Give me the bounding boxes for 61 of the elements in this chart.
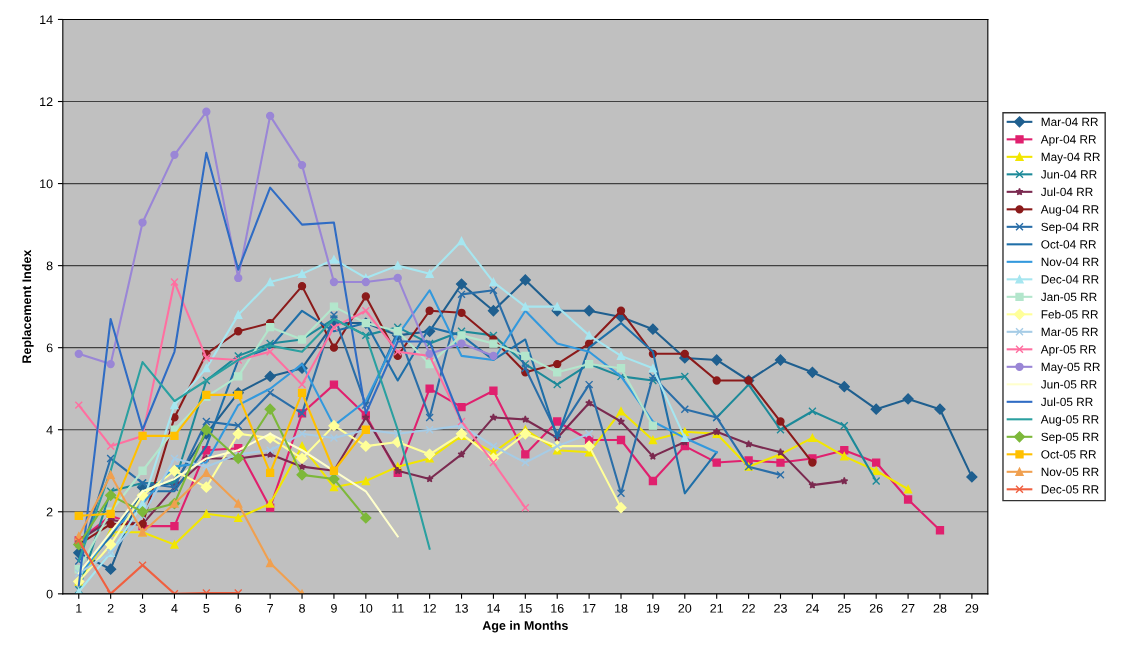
x-axis-title: Age in Months — [482, 620, 568, 633]
x-tick-label: 11 — [392, 604, 404, 613]
legend-label: Jan-05 RR — [1040, 292, 1097, 302]
x-tick-label: 28 — [933, 603, 947, 613]
x-tick-label: 24 — [806, 603, 819, 613]
y-tick-label: 12 — [40, 97, 53, 107]
x-tick-label: 17 — [583, 604, 596, 613]
legend-label: Apr-05 RR — [1040, 345, 1096, 356]
legend-label: Oct-05 RR — [1041, 450, 1096, 459]
x-tick-label: 14 — [487, 604, 501, 613]
legend-label: Jul-04 RR — [1040, 187, 1093, 197]
y-tick-label: 0 — [46, 589, 53, 599]
legend-label: Jun-04 RR — [1040, 170, 1097, 179]
y-tick-label: 4 — [46, 425, 53, 435]
x-tick-label: 29 — [965, 603, 979, 613]
legend-label: Jun-05 RR — [1040, 380, 1097, 389]
x-tick-label: 10 — [359, 603, 373, 613]
y-tick-label: 6 — [46, 343, 53, 353]
legend-label: Sep-04 RR — [1041, 222, 1099, 234]
legend-label: Aug-04 RR — [1040, 205, 1099, 216]
legend-label: Jul-05 RR — [1040, 397, 1093, 407]
y-tick-label: 10 — [40, 179, 53, 189]
x-tick-label: 9 — [331, 603, 337, 613]
y-tick-label: 2 — [46, 507, 53, 517]
y-tick-label: 14 — [40, 15, 53, 24]
legend-label: Aug-05 RR — [1040, 415, 1099, 426]
x-tick-label: 21 — [710, 603, 724, 613]
x-tick-label: 4 — [171, 604, 178, 613]
x-tick-label: 3 — [139, 603, 146, 613]
legend-label: Mar-05 RR — [1041, 327, 1098, 337]
x-tick-label: 8 — [299, 603, 305, 613]
x-tick-label: 19 — [646, 603, 660, 613]
legend-label: Apr-04 RR — [1040, 135, 1096, 146]
legend-label: Feb-05 RR — [1041, 309, 1098, 319]
legend-label: Oct-04 RR — [1041, 240, 1096, 249]
x-tick-label: 26 — [869, 603, 883, 613]
x-tick-label: 12 — [423, 603, 436, 613]
x-tick-label: 23 — [774, 603, 787, 613]
y-tick-label: 8 — [46, 261, 53, 271]
legend-label: Sep-05 RR — [1041, 432, 1099, 444]
x-tick-label: 6 — [235, 603, 242, 613]
legend-label: Dec-05 RR — [1041, 485, 1099, 494]
x-tick-label: 13 — [455, 603, 468, 613]
legend-label: May-04 RR — [1041, 152, 1100, 164]
x-tick-label: 2 — [107, 603, 114, 613]
x-tick-label: 16 — [551, 603, 564, 613]
x-tick-label: 25 — [837, 603, 851, 613]
legend-label: May-05 RR — [1041, 362, 1100, 374]
x-tick-label: 5 — [203, 604, 210, 613]
x-tick-label: 1 — [76, 604, 82, 613]
y-axis-title: Replacement Index — [21, 249, 34, 363]
x-tick-label: 22 — [742, 603, 755, 613]
legend-label: Mar-04 RR — [1041, 117, 1098, 127]
x-tick-label: 15 — [519, 604, 532, 613]
x-tick-label: 20 — [678, 603, 692, 613]
x-tick-label: 27 — [901, 603, 915, 613]
legend-label: Nov-04 RR — [1041, 257, 1099, 267]
x-tick-label: 18 — [615, 603, 628, 613]
legend-label: Nov-05 RR — [1041, 467, 1099, 477]
legend-label: Dec-04 RR — [1041, 275, 1099, 284]
x-tick-label: 7 — [267, 604, 273, 613]
